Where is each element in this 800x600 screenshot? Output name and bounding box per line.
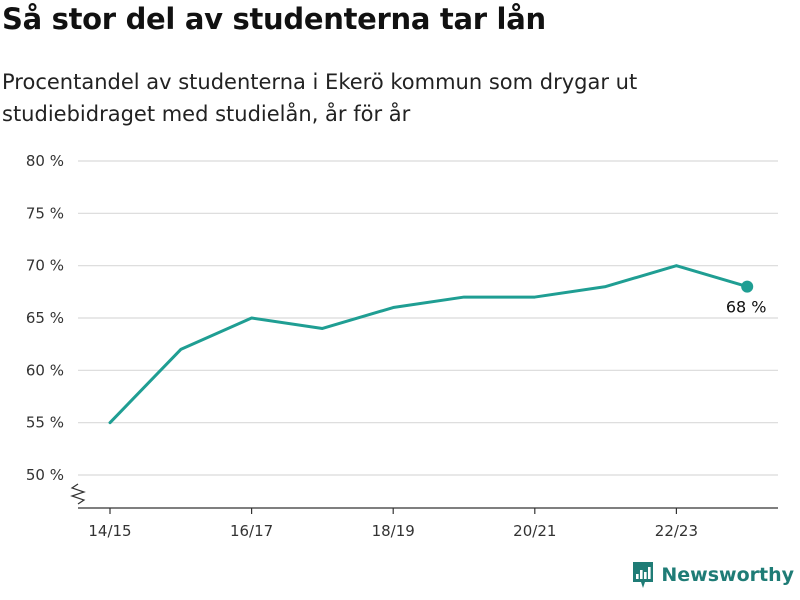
end-point-marker (741, 280, 754, 293)
data-label-layer: 68 % (726, 298, 767, 317)
y-tick-label: 65 % (26, 309, 64, 327)
y-tick-label: 80 % (26, 152, 64, 170)
y-tick-label: 60 % (26, 361, 64, 379)
gridlines (78, 160, 778, 476)
x-tick-label: 20/21 (513, 522, 556, 540)
x-tick-label: 18/19 (372, 522, 415, 540)
brand-name: Newsworthy (661, 564, 794, 586)
y-tick-label: 50 % (26, 466, 64, 484)
newsworthy-logo-icon (633, 562, 654, 588)
series-layer (108, 264, 754, 425)
y-tick-label: 55 % (26, 414, 64, 432)
x-axis-tick-labels: 14/15 16/17 18/19 20/21 22/23 (88, 522, 698, 540)
chart-title: Så stor del av studenterna tar lån (2, 2, 546, 36)
series-line (108, 264, 749, 425)
brand-logo: Newsworthy (631, 560, 794, 590)
x-tick-label: 22/23 (655, 522, 698, 540)
y-tick-label: 70 % (26, 257, 64, 275)
x-tick-label: 16/17 (230, 522, 273, 540)
x-tick-label: 14/15 (88, 522, 131, 540)
chart-subtitle: Procentandel av studenterna i Ekerö komm… (2, 70, 638, 126)
y-axis-tick-labels: 80 % 75 % 70 % 65 % 60 % 55 % 50 % (26, 152, 64, 484)
x-axis (70, 483, 778, 514)
axis-break-icon (70, 483, 86, 505)
y-tick-label: 75 % (26, 204, 64, 222)
end-data-label: 68 % (726, 298, 767, 317)
